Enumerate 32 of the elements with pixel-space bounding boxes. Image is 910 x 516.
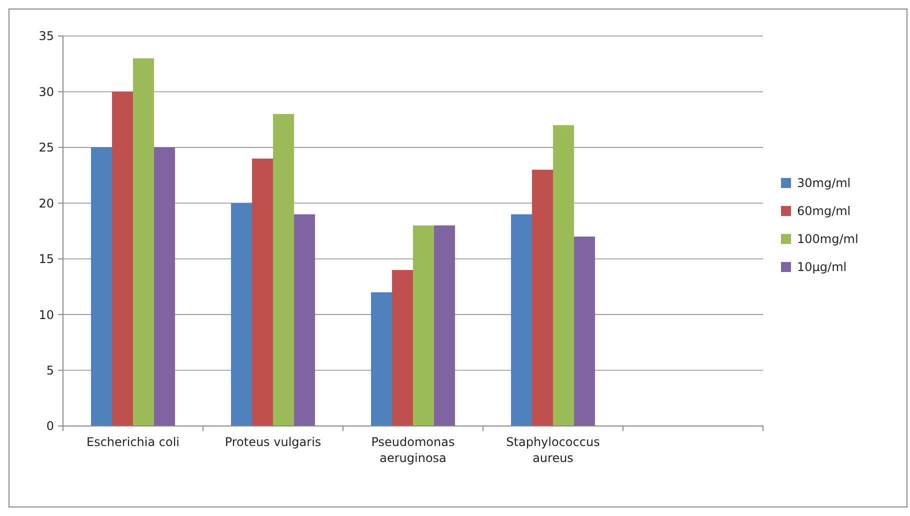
- y-tick-label: 35: [38, 29, 54, 44]
- legend-label: 100mg/ml: [797, 232, 858, 246]
- bar: [112, 92, 133, 426]
- legend-label: 60mg/ml: [797, 204, 851, 218]
- bar: [532, 170, 553, 426]
- bar: [553, 125, 574, 426]
- bar: [294, 214, 315, 426]
- y-tick-label: 10: [38, 308, 54, 322]
- bar: [231, 203, 252, 426]
- x-tick-label: Staphylococcus aureus: [506, 435, 600, 465]
- legend-label: 30mg/ml: [797, 176, 851, 190]
- y-tick-label: 20: [38, 196, 54, 210]
- bar: [574, 236, 595, 426]
- legend-label: 10µg/ml: [797, 260, 847, 274]
- bar: [371, 292, 392, 426]
- y-tick-label: 30: [38, 84, 54, 99]
- x-tick-label: Escherichia coli: [86, 435, 180, 449]
- bar: [154, 147, 175, 426]
- bar: [511, 214, 532, 426]
- bar: [133, 58, 154, 426]
- x-tick-label: Pseudomonas aeruginosa: [371, 435, 455, 465]
- y-tick-label: 15: [38, 252, 54, 266]
- bar: [413, 225, 434, 426]
- bar: [91, 147, 112, 426]
- y-tick-label: 5: [46, 363, 54, 378]
- y-tick-label: 25: [38, 140, 54, 155]
- bar: [252, 158, 273, 426]
- bar: [392, 270, 413, 426]
- y-tick-label: 0: [46, 419, 54, 434]
- bar: [434, 225, 455, 426]
- x-tick-label: Proteus vulgaris: [224, 435, 322, 449]
- bar: [273, 114, 294, 426]
